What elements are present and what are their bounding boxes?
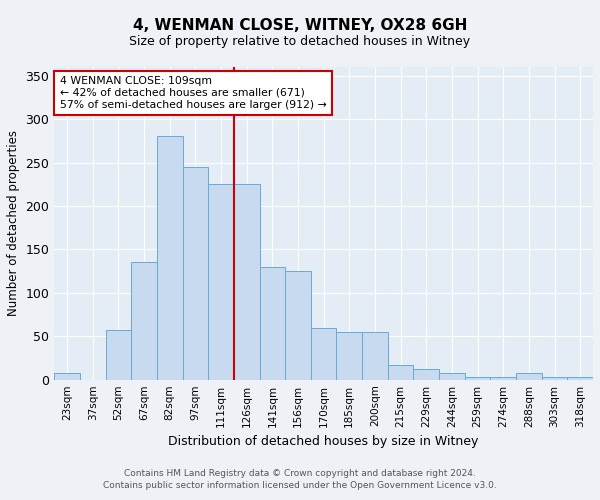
Bar: [260, 267, 285, 380]
Bar: [234, 184, 260, 380]
Bar: [311, 328, 337, 380]
Bar: [568, 377, 593, 380]
Bar: [106, 330, 131, 380]
Bar: [362, 332, 388, 380]
Bar: [157, 136, 182, 380]
Text: 4, WENMAN CLOSE, WITNEY, OX28 6GH: 4, WENMAN CLOSE, WITNEY, OX28 6GH: [133, 18, 467, 32]
Bar: [285, 271, 311, 380]
Text: Contains public sector information licensed under the Open Government Licence v3: Contains public sector information licen…: [103, 481, 497, 490]
Text: Size of property relative to detached houses in Witney: Size of property relative to detached ho…: [130, 35, 470, 48]
Bar: [182, 167, 208, 380]
Bar: [490, 377, 516, 380]
Bar: [516, 373, 542, 380]
Bar: [208, 184, 234, 380]
Text: 4 WENMAN CLOSE: 109sqm
← 42% of detached houses are smaller (671)
57% of semi-de: 4 WENMAN CLOSE: 109sqm ← 42% of detached…: [59, 76, 326, 110]
Bar: [388, 365, 413, 380]
Text: Contains HM Land Registry data © Crown copyright and database right 2024.: Contains HM Land Registry data © Crown c…: [124, 468, 476, 477]
Bar: [542, 377, 568, 380]
Bar: [131, 262, 157, 380]
Bar: [337, 332, 362, 380]
Bar: [439, 373, 465, 380]
Bar: [413, 370, 439, 380]
Bar: [465, 377, 490, 380]
Y-axis label: Number of detached properties: Number of detached properties: [7, 130, 20, 316]
X-axis label: Distribution of detached houses by size in Witney: Distribution of detached houses by size …: [169, 435, 479, 448]
Bar: [54, 373, 80, 380]
